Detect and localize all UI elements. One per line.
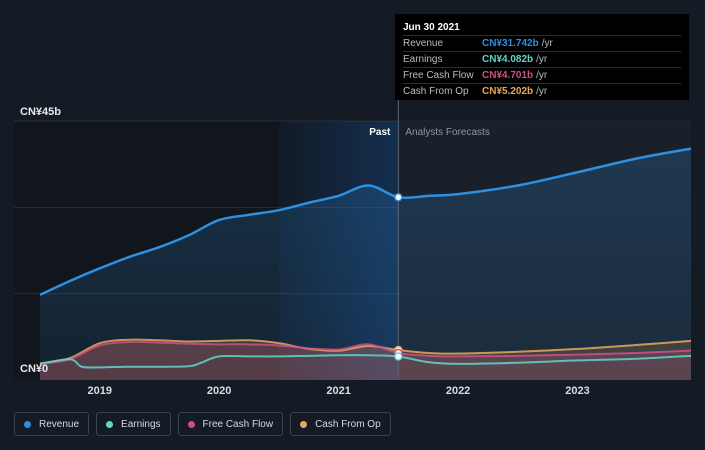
tooltip-row-cash-from-op: Cash From Op CN¥5.202b /yr — [403, 83, 681, 99]
tooltip-value: CN¥31.742b — [482, 38, 539, 49]
legend: Revenue Earnings Free Cash Flow Cash Fro… — [14, 412, 391, 436]
tooltip-name: Cash From Op — [403, 86, 469, 97]
x-tick-label: 2019 — [87, 385, 111, 397]
tooltip-value: CN¥4.082b — [482, 54, 534, 65]
area-revenue — [40, 148, 691, 380]
line-revenue — [39, 147, 692, 296]
marker-earnings[interactable] — [394, 352, 403, 361]
tooltip-row-free-cash-flow: Free Cash Flow CN¥4.701b /yr — [403, 67, 681, 83]
area-cash-from-op — [40, 339, 691, 380]
tooltip-name: Free Cash Flow — [403, 70, 474, 81]
legend-dot-icon — [24, 420, 31, 428]
x-tick-label: 2023 — [565, 385, 589, 397]
tooltip-name: Revenue — [403, 38, 444, 49]
tooltip-value: CN¥5.202b — [482, 86, 534, 97]
line-free-cash-flow — [39, 340, 692, 365]
legend-dot-icon — [187, 420, 195, 428]
past-label: Past — [369, 127, 391, 138]
tooltip-unit: /yr — [541, 38, 553, 49]
x-tick-label: 2022 — [446, 385, 470, 397]
tooltip-value: CN¥4.701b — [482, 70, 534, 81]
tooltip-unit: /yr — [536, 54, 548, 65]
tooltip-unit: /yr — [536, 70, 548, 81]
y-axis-bottom-label: CN¥0 — [20, 363, 48, 375]
legend-label: Earnings — [121, 418, 161, 430]
tooltip-name: Earnings — [403, 54, 443, 65]
legend-dot-icon — [106, 420, 114, 428]
legend-label: Free Cash Flow — [202, 418, 274, 430]
marker-revenue[interactable] — [394, 193, 403, 202]
legend-item-cash-from-op[interactable]: Cash From Op — [290, 412, 391, 436]
x-tick-label: 2020 — [207, 385, 231, 397]
tooltip-date: Jun 30 2021 — [403, 22, 460, 33]
tooltip-row-revenue: Revenue CN¥31.742b /yr — [403, 35, 681, 51]
tooltip: Jun 30 2021 Revenue CN¥31.742b /yr Earni… — [395, 14, 689, 100]
area-free-cash-flow — [40, 341, 691, 380]
legend-item-earnings[interactable]: Earnings — [96, 412, 171, 436]
legend-label: Revenue — [39, 418, 80, 430]
legend-item-revenue[interactable]: Revenue — [14, 412, 90, 436]
line-earnings — [39, 354, 692, 369]
legend-item-free-cash-flow[interactable]: Free Cash Flow — [177, 412, 284, 436]
forecast-label: Analysts Forecasts — [405, 127, 489, 138]
legend-dot-icon — [300, 420, 308, 428]
tooltip-unit: /yr — [536, 86, 548, 97]
y-axis-top-label: CN¥45b — [20, 106, 61, 118]
x-tick-label: 2021 — [326, 385, 350, 397]
tooltip-row-earnings: Earnings CN¥4.082b /yr — [403, 51, 681, 67]
legend-label: Cash From Op — [315, 418, 381, 430]
